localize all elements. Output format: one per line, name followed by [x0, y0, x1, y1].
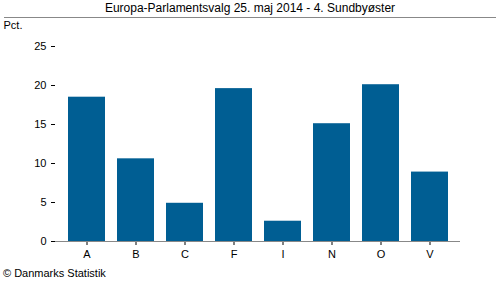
svg-text:N: N — [328, 248, 336, 260]
svg-text:O: O — [377, 248, 386, 260]
svg-text:15: 15 — [34, 118, 46, 130]
html-text:Europa-Parlamentsvalg 25. maj: Europa-Parlamentsvalg 25. maj 2014 - 4. … — [104, 1, 396, 15]
svg-text:B: B — [132, 248, 139, 260]
html-text:© Danmarks Statistik: © Danmarks Statistik — [3, 267, 106, 279]
svg-text:V: V — [426, 248, 434, 260]
svg-text:0: 0 — [40, 235, 46, 247]
svg-text:5: 5 — [40, 196, 46, 208]
svg-text:C: C — [181, 248, 189, 260]
svg-text:25: 25 — [34, 40, 46, 52]
svg-text:A: A — [83, 248, 91, 260]
svg-text:F: F — [231, 248, 238, 260]
svg-text:10: 10 — [34, 157, 46, 169]
svg-text:I: I — [281, 248, 284, 260]
svg-text:Pct.: Pct. — [4, 19, 23, 31]
svg-text:20: 20 — [34, 79, 46, 91]
